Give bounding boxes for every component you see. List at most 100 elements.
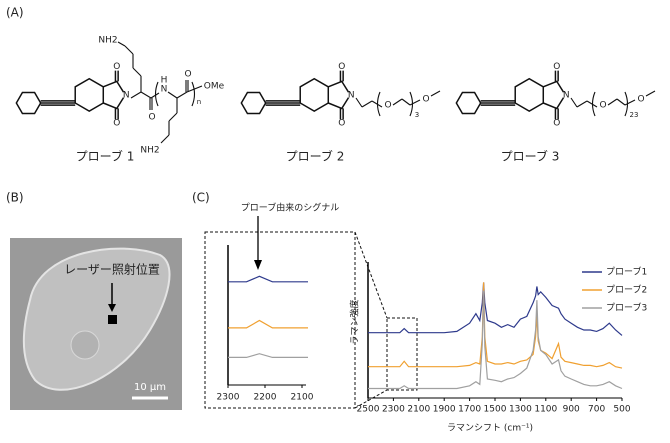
spectrum-line bbox=[368, 290, 623, 390]
atom-label: O bbox=[338, 119, 345, 129]
x-tick-label: 2300 bbox=[382, 405, 405, 415]
atom-label: n bbox=[197, 98, 201, 106]
inset-x-tick-label: 2200 bbox=[254, 393, 277, 403]
legend-label: プローブ3 bbox=[606, 302, 647, 314]
structures bbox=[15, 41, 656, 144]
bond bbox=[570, 97, 578, 108]
probe-label: プローブ 3 bbox=[501, 149, 560, 164]
bond bbox=[130, 91, 142, 99]
spectrum-line bbox=[228, 275, 308, 283]
bond bbox=[392, 98, 403, 106]
bond bbox=[430, 90, 441, 97]
atom-label: 3 bbox=[415, 111, 419, 119]
inset-plot bbox=[228, 275, 308, 358]
x-tick-label: 500 bbox=[613, 405, 630, 415]
bracket bbox=[624, 91, 629, 117]
x-tick-label: 1900 bbox=[433, 405, 456, 415]
x-tick-label: 2100 bbox=[407, 405, 430, 415]
bond bbox=[624, 99, 636, 106]
bond bbox=[140, 91, 152, 99]
scale-bar-label: 10 μm bbox=[134, 382, 166, 393]
bond bbox=[576, 100, 588, 108]
bond bbox=[160, 134, 170, 144]
x-axis-title: ラマンシフト (cm⁻¹) bbox=[447, 423, 533, 434]
phenyl bbox=[15, 91, 42, 115]
atom-label: H bbox=[161, 76, 168, 86]
bracket bbox=[376, 91, 381, 117]
bond bbox=[361, 100, 373, 108]
imide bbox=[103, 70, 125, 120]
x-tick-label: 1500 bbox=[484, 405, 507, 415]
imide bbox=[328, 70, 350, 120]
bracket bbox=[591, 91, 596, 117]
atom-label: O bbox=[384, 101, 391, 111]
atom-label: N bbox=[348, 90, 355, 100]
y-axis-title: ラマン強度 bbox=[349, 299, 361, 344]
inset-x-tick-label: 2300 bbox=[217, 393, 240, 403]
bond bbox=[132, 67, 142, 77]
inset-x-tick-label: 2100 bbox=[291, 393, 314, 403]
atom-label: N bbox=[563, 90, 570, 100]
core bbox=[455, 70, 565, 120]
atom-label: N bbox=[161, 85, 168, 95]
atom-label: 23 bbox=[630, 111, 639, 119]
atom-label: O bbox=[553, 119, 560, 129]
probe-label: プローブ 2 bbox=[286, 149, 345, 164]
bond bbox=[117, 41, 126, 47]
atom-label: O bbox=[422, 95, 429, 105]
spectrum-line bbox=[228, 353, 308, 358]
atom-label: O bbox=[184, 70, 191, 80]
phenyl bbox=[455, 91, 482, 115]
phenyl bbox=[240, 91, 267, 115]
bond bbox=[616, 98, 626, 106]
legend-label: プローブ1 bbox=[606, 266, 647, 278]
bond bbox=[409, 99, 421, 106]
bond bbox=[124, 45, 134, 55]
benzene bbox=[514, 77, 545, 112]
atom-label: O bbox=[338, 62, 345, 72]
spectrum-line bbox=[368, 282, 623, 369]
core bbox=[15, 70, 125, 120]
atom-label: O bbox=[113, 62, 120, 72]
x-tick-label: 1100 bbox=[534, 405, 557, 415]
x-tick-label: 1700 bbox=[458, 405, 481, 415]
probe-label: プローブ 1 bbox=[76, 149, 135, 164]
panel-label: (B) bbox=[6, 191, 24, 205]
x-tick-label: 1300 bbox=[509, 405, 532, 415]
atom-label: O bbox=[113, 119, 120, 129]
x-tick-label: 900 bbox=[563, 405, 580, 415]
bond bbox=[168, 112, 178, 122]
zoom-frame bbox=[204, 231, 418, 409]
panel-label: (A) bbox=[6, 6, 24, 20]
signal-annotation: プローブ由来のシグナル bbox=[241, 202, 339, 214]
x-tick-label: 2500 bbox=[357, 405, 380, 415]
benzene bbox=[299, 77, 330, 112]
core bbox=[240, 70, 350, 120]
atom-label: OMe bbox=[204, 82, 225, 92]
laser-annotation: レーザー照射位置 bbox=[64, 262, 160, 277]
atom-label: O bbox=[148, 113, 155, 123]
bond bbox=[401, 98, 411, 106]
panel-label: (C) bbox=[192, 191, 210, 205]
atom-label: NH2 bbox=[98, 36, 117, 46]
bracket bbox=[409, 91, 414, 117]
cell-image bbox=[10, 238, 182, 410]
spectrum-line bbox=[368, 282, 623, 336]
bond bbox=[645, 90, 656, 97]
annotation-arrowhead bbox=[254, 260, 262, 270]
atom-label: NH2 bbox=[140, 146, 159, 156]
legend-label: プローブ2 bbox=[606, 284, 647, 296]
bond bbox=[167, 91, 178, 99]
atom-label: O bbox=[599, 101, 606, 111]
atom-label: O bbox=[553, 62, 560, 72]
imide bbox=[543, 70, 565, 120]
atom-label: O bbox=[637, 95, 644, 105]
x-tick-label: 700 bbox=[588, 405, 605, 415]
bracket bbox=[191, 81, 196, 107]
atom-label: N bbox=[123, 90, 130, 100]
bond bbox=[355, 97, 363, 108]
bracket bbox=[154, 81, 159, 107]
bond bbox=[607, 98, 618, 106]
